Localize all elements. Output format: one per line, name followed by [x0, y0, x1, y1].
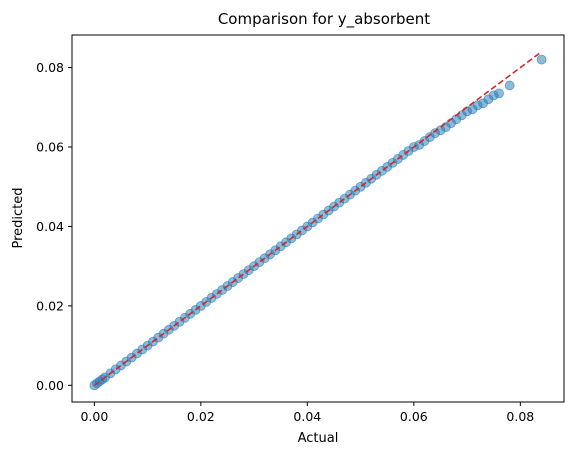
data-point: [504, 80, 515, 91]
x-tick-label: 0.00: [80, 409, 108, 424]
x-tick-label: 0.04: [293, 409, 321, 424]
x-axis-label: Actual: [298, 431, 339, 446]
x-tick-label: 0.06: [400, 409, 428, 424]
x-tick-label: 0.02: [187, 409, 215, 424]
x-tick-label: 0.08: [506, 409, 534, 424]
data-point: [494, 88, 504, 99]
x-axis: 0.00 0.02 0.04 0.06 0.08: [80, 402, 534, 424]
y-tick-label: 0.08: [36, 60, 64, 75]
y-tick-label: 0.06: [36, 140, 64, 155]
y-tick-label: 0.04: [36, 219, 64, 234]
data-point: [536, 54, 547, 65]
plot-frame: [71, 34, 565, 403]
y-tick-label: 0.00: [36, 378, 64, 393]
chart-title: Comparison for y_absorbent: [218, 10, 430, 29]
y-axis-label: Predicted: [11, 187, 26, 248]
reference-line-layer: [93, 51, 543, 386]
y-axis: 0.00 0.02 0.04 0.06 0.08: [36, 60, 72, 393]
y-tick-label: 0.02: [36, 298, 64, 313]
reference-line: [93, 51, 543, 386]
